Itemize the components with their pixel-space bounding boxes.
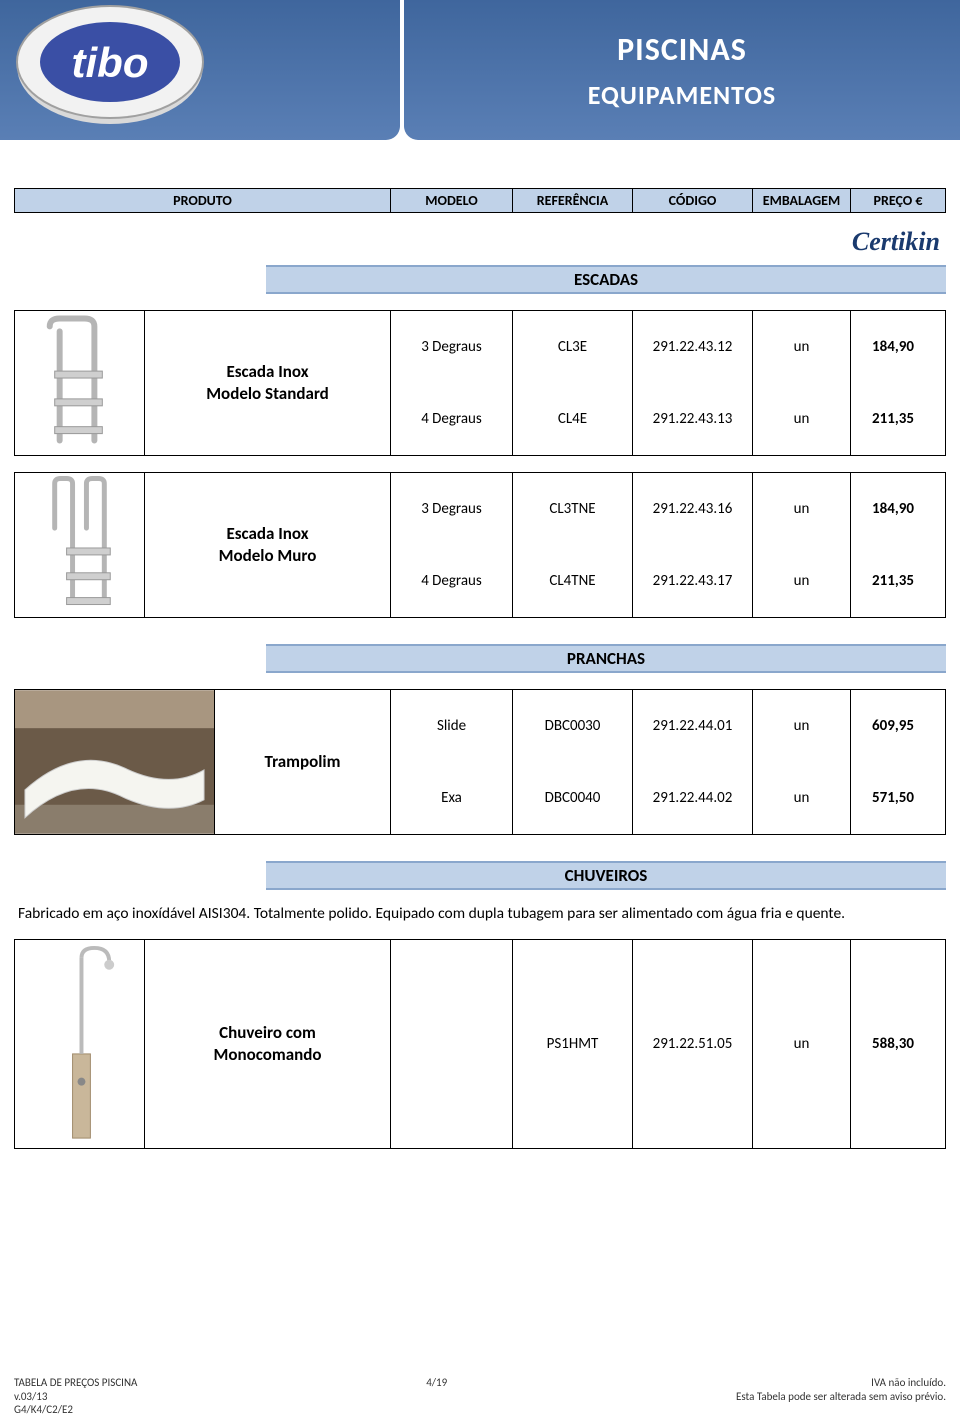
table-row: 3 Degraus CL3TNE 291.22.43.16 un 184,90: [391, 473, 945, 545]
brand-name: Certikin: [852, 227, 940, 257]
product-escada-standard: Escada Inox Modelo Standard 3 Degraus CL…: [14, 310, 946, 456]
section-header-chuveiros: CHUVEIROS: [14, 861, 946, 890]
cell-modelo: 3 Degraus: [391, 473, 513, 545]
header-left-panel: tibo: [0, 0, 400, 140]
cell-emb: un: [753, 545, 851, 617]
section-header-escadas: ESCADAS: [14, 265, 946, 294]
col-modelo: MODELO: [391, 189, 513, 212]
col-produto: PRODUTO: [15, 189, 391, 212]
cell-codigo: 291.22.43.17: [633, 545, 753, 617]
brand-row: Certikin: [14, 227, 946, 257]
cell-preco: 211,35: [851, 383, 945, 455]
cell-ref: DBC0030: [513, 690, 633, 762]
col-codigo: CÓDIGO: [633, 189, 753, 212]
col-referencia: REFERÊNCIA: [513, 189, 633, 212]
product-data-trampolim: Slide DBC0030 291.22.44.01 un 609,95 Exa…: [391, 690, 945, 834]
header-title-1: PISCINAS: [617, 30, 747, 69]
cell-ref: CL3E: [513, 311, 633, 383]
cell-codigo: 291.22.43.13: [633, 383, 753, 455]
product-name-trampolim: Trampolim: [215, 690, 391, 834]
product-image-ladder-muro: [15, 473, 145, 617]
product-chuveiro: Chuveiro com Monocomando PS1HMT 291.22.5…: [14, 939, 946, 1149]
cell-ref: DBC0040: [513, 762, 633, 834]
table-row: 4 Degraus CL4TNE 291.22.43.17 un 211,35: [391, 545, 945, 617]
product-name-escada-muro: Escada Inox Modelo Muro: [145, 473, 391, 617]
cell-preco: 609,95: [851, 690, 945, 762]
svg-text:tibo: tibo: [72, 39, 149, 86]
cell-modelo: [391, 940, 513, 1148]
col-preco: PREÇO €: [851, 189, 945, 212]
cell-ref: CL4TNE: [513, 545, 633, 617]
cell-modelo: 4 Degraus: [391, 545, 513, 617]
section-title-pranchas: PRANCHAS: [266, 644, 946, 673]
chuveiro-description: Fabricado em aço inoxídável AISI304. Tot…: [14, 904, 946, 923]
cell-preco: 588,30: [851, 940, 945, 1148]
table-row: 3 Degraus CL3E 291.22.43.12 un 184,90: [391, 311, 945, 383]
cell-preco: 211,35: [851, 545, 945, 617]
cell-emb: un: [753, 940, 851, 1148]
header-title-2: EQUIPAMENTOS: [588, 79, 776, 111]
logo: tibo: [10, 4, 215, 129]
cell-ref: PS1HMT: [513, 940, 633, 1148]
cell-ref: CL3TNE: [513, 473, 633, 545]
cell-emb: un: [753, 473, 851, 545]
cell-codigo: 291.22.44.01: [633, 690, 753, 762]
product-escada-muro: Escada Inox Modelo Muro 3 Degraus CL3TNE…: [14, 472, 946, 618]
cell-preco: 184,90: [851, 473, 945, 545]
cell-codigo: 291.22.51.05: [633, 940, 753, 1148]
product-data-escada-muro: 3 Degraus CL3TNE 291.22.43.16 un 184,90 …: [391, 473, 945, 617]
page-footer: IVA não incluído. Esta Tabela pode ser a…: [14, 1376, 946, 1417]
table-row: Slide DBC0030 291.22.44.01 un 609,95: [391, 690, 945, 762]
product-image-springboard: [15, 690, 215, 834]
section-title-chuveiros: CHUVEIROS: [266, 861, 946, 890]
product-name-chuveiro: Chuveiro com Monocomando: [145, 940, 391, 1148]
product-data-chuveiro: PS1HMT 291.22.51.05 un 588,30: [391, 940, 945, 1148]
table-row: 4 Degraus CL4E 291.22.43.13 un 211,35: [391, 383, 945, 455]
product-image-ladder-standard: [15, 311, 145, 455]
product-trampolim: Trampolim Slide DBC0030 291.22.44.01 un …: [14, 689, 946, 835]
product-name-escada-standard: Escada Inox Modelo Standard: [145, 311, 391, 455]
cell-modelo: 4 Degraus: [391, 383, 513, 455]
cell-ref: CL4E: [513, 383, 633, 455]
header-right-panel: PISCINAS EQUIPAMENTOS: [404, 0, 960, 140]
section-title-escadas: ESCADAS: [266, 265, 946, 294]
section-header-pranchas: PRANCHAS: [14, 644, 946, 673]
cell-modelo: 3 Degraus: [391, 311, 513, 383]
table-row: Exa DBC0040 291.22.44.02 un 571,50: [391, 762, 945, 834]
cell-preco: 571,50: [851, 762, 945, 834]
cell-preco: 184,90: [851, 311, 945, 383]
cell-codigo: 291.22.43.12: [633, 311, 753, 383]
cell-modelo: Slide: [391, 690, 513, 762]
cell-emb: un: [753, 311, 851, 383]
table-row: PS1HMT 291.22.51.05 un 588,30: [391, 940, 945, 1148]
product-data-escada-standard: 3 Degraus CL3E 291.22.43.12 un 184,90 4 …: [391, 311, 945, 455]
cell-codigo: 291.22.43.16: [633, 473, 753, 545]
page-header: tibo PISCINAS EQUIPAMENTOS: [0, 0, 960, 140]
col-embalagem: EMBALAGEM: [753, 189, 851, 212]
product-image-shower: [15, 940, 145, 1148]
cell-emb: un: [753, 690, 851, 762]
cell-emb: un: [753, 762, 851, 834]
column-header-row: PRODUTO MODELO REFERÊNCIA CÓDIGO EMBALAG…: [14, 188, 946, 213]
footer-right: IVA não incluído. Esta Tabela pode ser a…: [736, 1376, 946, 1404]
footer-left: TABELA DE PREÇOS PISCINA v.03/13 G4/K4/C…: [14, 1376, 137, 1417]
cell-codigo: 291.22.44.02: [633, 762, 753, 834]
page-content: PRODUTO MODELO REFERÊNCIA CÓDIGO EMBALAG…: [0, 188, 960, 1149]
cell-modelo: Exa: [391, 762, 513, 834]
cell-emb: un: [753, 383, 851, 455]
